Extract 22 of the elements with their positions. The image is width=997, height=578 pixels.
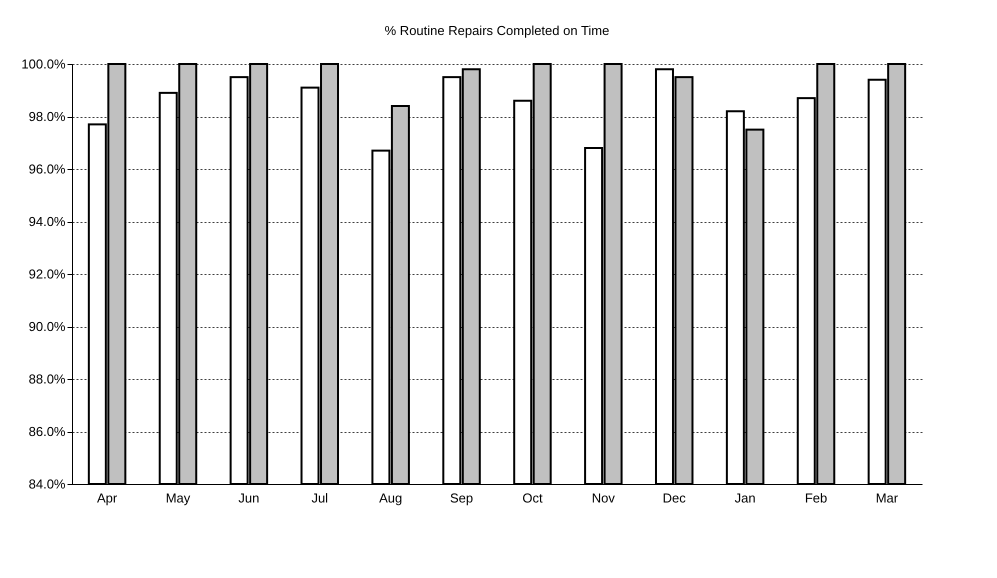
x-tick-label: Aug <box>379 490 402 506</box>
y-tick-label: 98.0% <box>28 109 66 124</box>
y-tick-label: 88.0% <box>28 372 66 386</box>
x-tick-label: Oct <box>522 490 543 506</box>
y-tick-label: 86.0% <box>28 424 66 439</box>
chart-title: % Routine Repairs Completed on Time <box>384 23 610 38</box>
x-tick-label: Jun <box>238 490 260 506</box>
x-tick-label: Nov <box>592 490 616 506</box>
x-tick-label: May <box>166 490 191 506</box>
x-tick-label: Mar <box>876 490 899 506</box>
y-tick-label: 96.0% <box>28 162 66 176</box>
y-tick-label: 94.0% <box>28 214 66 229</box>
y-tick-label: 100.0% <box>21 56 66 72</box>
x-tick-label: Jul <box>311 490 328 506</box>
x-tick-label: Dec <box>662 490 686 506</box>
x-tick-label: Feb <box>804 490 828 506</box>
y-tick-label: 90.0% <box>28 319 66 334</box>
x-tick-label: Apr <box>96 490 118 506</box>
y-tick-label: 84.0% <box>28 476 66 492</box>
x-tick-label: Sep <box>450 490 474 506</box>
x-tick-label: Jan <box>734 490 756 506</box>
y-tick-label: 92.0% <box>28 266 66 282</box>
